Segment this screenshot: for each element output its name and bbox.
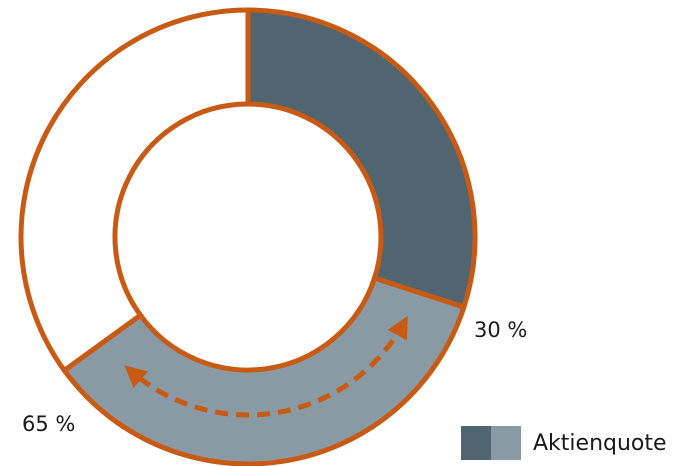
donut-segment-3	[18, 7, 251, 374]
legend-label: Aktienquote	[533, 430, 667, 456]
legend-swatch-dark	[461, 426, 491, 460]
arrowhead-right	[387, 315, 408, 341]
arrowhead-left	[124, 365, 149, 389]
donut-segment-2	[60, 274, 468, 466]
legend-swatch-light	[491, 426, 521, 460]
legend: Aktienquote	[461, 426, 667, 460]
annotation-30-percent: 30 %	[474, 318, 528, 342]
arrow-dashed-arc	[128, 321, 407, 418]
donut-segment-1	[245, 7, 478, 311]
annotation-65-percent: 65 %	[22, 412, 76, 436]
